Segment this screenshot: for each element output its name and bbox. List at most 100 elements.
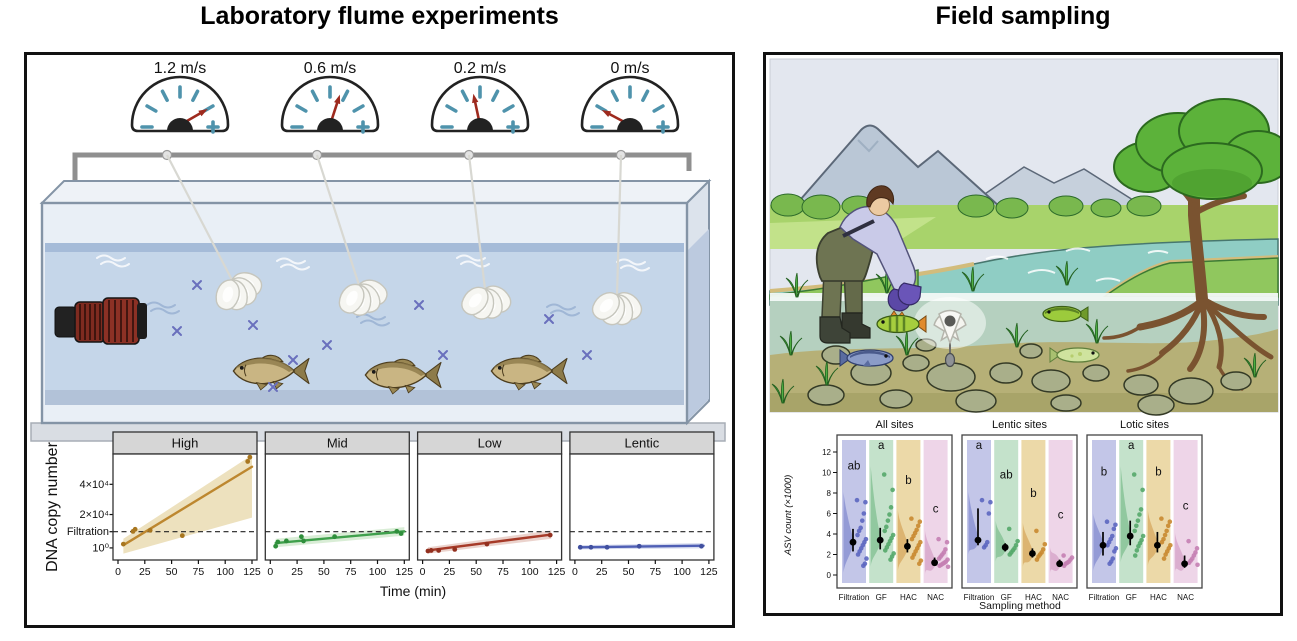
sampler-cluster-high: [166, 154, 265, 313]
method-group-hac: b HAC: [1146, 440, 1173, 602]
method-band: [842, 440, 866, 583]
jitter-point: [1194, 546, 1200, 551]
tree-trunk: [1188, 187, 1208, 305]
field-passive-sampler: [914, 297, 986, 368]
facet-strip-label: Mid: [327, 436, 348, 451]
jitter-point: [861, 511, 867, 516]
tank-top-face: [39, 180, 712, 204]
x-tick-label: 0: [572, 566, 578, 578]
method-group-filtration: a Filtration: [964, 440, 995, 602]
facet-plot-box: [569, 453, 715, 561]
field-illustration: [769, 58, 1280, 416]
trend-line: [579, 544, 705, 549]
method-tick-label: GF: [1126, 593, 1137, 602]
flume-illustration-svg: 1.2 m/s 0.6 m/s 0.2 m/s: [30, 60, 726, 599]
method-group-gf: ab GF: [994, 440, 1020, 602]
method-tick-label: Filtration: [1089, 593, 1120, 602]
jitter-point: [1195, 562, 1200, 568]
dna-y-tick-label: 10⁰: [92, 542, 109, 554]
left-panel-title: Laboratory flume experiments: [200, 2, 559, 30]
gauge-label: 0.2 m/s: [454, 60, 506, 77]
y-tick-label: 10: [822, 468, 831, 477]
dna-y-tick-label: 4×10⁴: [79, 479, 109, 491]
jitter-point: [986, 511, 992, 516]
y-tick-label: 12: [822, 448, 831, 457]
jitter-point: [915, 523, 921, 529]
jitter-point: [936, 556, 942, 561]
x-tick-label: 100: [216, 566, 234, 578]
method-band: [994, 440, 1019, 583]
jitter-point: [1105, 542, 1110, 548]
half-violin: [1093, 513, 1105, 571]
facet-strip-label: High: [172, 436, 199, 451]
jitter-point: [1111, 526, 1117, 532]
method-tick-label: HAC: [1025, 593, 1042, 602]
median-point: [931, 559, 938, 567]
passive-sampler-clusters: [166, 154, 647, 328]
method-group-hac: b HAC: [1021, 440, 1048, 602]
data-point: [588, 544, 594, 550]
gauge-label: 0.6 m/s: [304, 60, 356, 77]
data-point: [452, 547, 458, 552]
x-tick-label: 75: [649, 566, 661, 578]
jitter-point: [863, 499, 868, 505]
x-tick-label: 0: [420, 566, 426, 578]
jitter-point: [936, 536, 941, 542]
jitter-point: [1007, 552, 1013, 557]
perch-fish: [876, 310, 927, 334]
half-violin: [843, 491, 855, 573]
x-tick-label: 125: [243, 566, 261, 578]
sampler-cluster-lentic: [587, 154, 647, 328]
facet-strip-label: Lentic: [625, 436, 660, 451]
jitter-point: [1042, 541, 1048, 547]
x-tick-label: 100: [521, 566, 539, 578]
y-tick-label: 2: [827, 550, 832, 559]
dna-facet-high: High 0 25 50 75 100 125: [112, 431, 261, 578]
trend-line: [274, 530, 406, 545]
right-panel-title: Field sampling: [935, 2, 1111, 30]
median-point: [1181, 560, 1188, 568]
jitter-point: [1034, 528, 1039, 534]
method-tick-label: NAC: [1177, 593, 1194, 602]
x-tick-label: 100: [673, 566, 691, 578]
data-point: [394, 528, 400, 534]
x-tick-label: 75: [193, 566, 205, 578]
significance-letter: a: [1128, 440, 1135, 452]
method-tick-label: GF: [876, 593, 887, 602]
tree: [1102, 98, 1280, 391]
data-point: [698, 543, 704, 549]
significance-letter: b: [905, 475, 911, 487]
water-surface-line: [45, 243, 684, 252]
jitter-point: [1162, 532, 1168, 538]
mountain-ridge: [857, 139, 879, 153]
jitter-point: [855, 532, 860, 538]
half-violin: [1147, 510, 1159, 566]
jitter-point: [1107, 561, 1112, 567]
sampler-cluster-low: [456, 154, 517, 322]
facet-plot-content: [113, 454, 257, 554]
median-point: [1126, 532, 1134, 540]
sampler-filter-disc: [944, 315, 956, 327]
x-tick-label: 50: [318, 566, 330, 578]
foliage-shadow: [1172, 169, 1252, 197]
method-group-gf: a GF: [869, 440, 896, 602]
jitter-point: [910, 555, 915, 560]
method-group-gf: a GF: [1119, 440, 1146, 602]
trend-line: [426, 533, 553, 552]
data-point: [298, 534, 304, 540]
data-point: [179, 533, 185, 539]
river-current-lines: [985, 247, 1169, 282]
method-tick-label: HAC: [900, 593, 917, 602]
jitter-point: [1140, 533, 1146, 539]
dna-y-tick-label: 2×10⁴: [79, 509, 109, 521]
method-tick-label: NAC: [927, 593, 944, 602]
boot-front: [819, 316, 851, 344]
dna-copy-number-chart: DNA copy number 4×10⁴ 2×10⁴ Filtration 10⁰ Ti…: [44, 431, 718, 599]
jitter-point: [937, 563, 942, 569]
x-tick-label: 25: [596, 566, 608, 578]
method-band: [1021, 440, 1046, 583]
median-point: [1154, 541, 1161, 549]
median-point: [1056, 560, 1063, 568]
facet-title: All sites: [876, 419, 914, 431]
median-point: [876, 536, 884, 544]
